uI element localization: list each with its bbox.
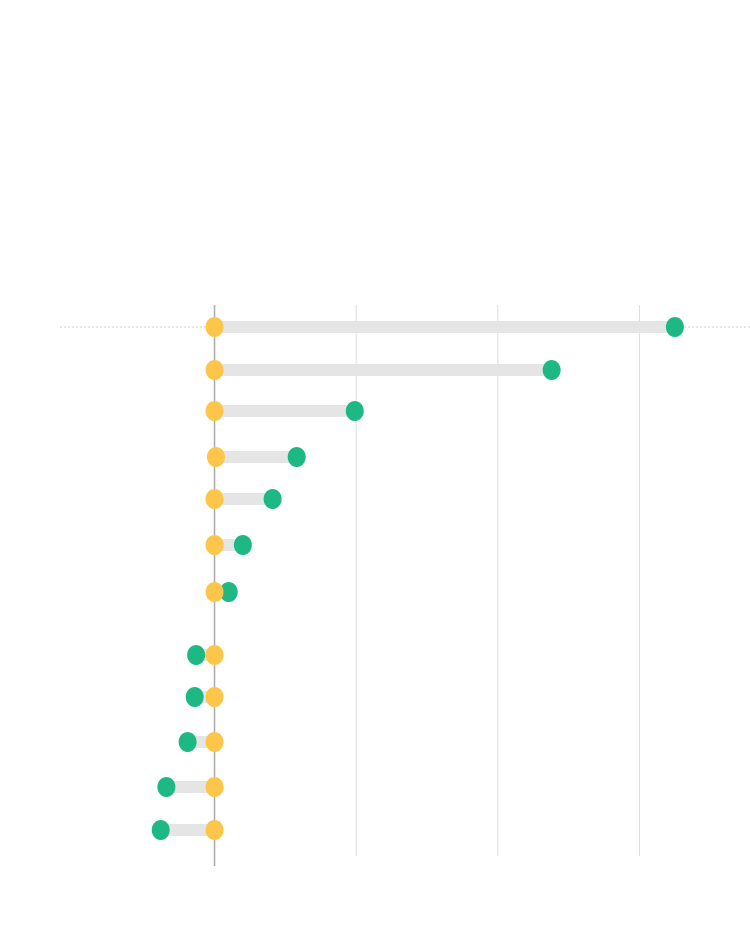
start-dot bbox=[205, 360, 224, 380]
start-dot bbox=[205, 489, 224, 509]
range-bar bbox=[166, 781, 215, 793]
gridlines bbox=[213, 305, 640, 866]
range-bar bbox=[214, 321, 675, 333]
end-dot bbox=[185, 687, 204, 707]
start-dot bbox=[205, 732, 224, 752]
range-bar bbox=[214, 364, 552, 376]
end-dot bbox=[187, 645, 206, 665]
end-dot bbox=[542, 360, 561, 380]
start-dot bbox=[205, 582, 224, 602]
end-dot bbox=[151, 820, 170, 840]
end-dot bbox=[157, 777, 176, 797]
start-dot bbox=[206, 447, 225, 467]
start-dot bbox=[205, 777, 224, 797]
end-dot bbox=[178, 732, 197, 752]
start-dot bbox=[205, 401, 224, 421]
range-bar bbox=[214, 405, 355, 417]
start-dot bbox=[205, 645, 224, 665]
end-dot bbox=[263, 489, 282, 509]
start-dot bbox=[205, 820, 224, 840]
start-dot bbox=[205, 535, 224, 555]
start-dot bbox=[205, 317, 224, 337]
range-bar bbox=[214, 493, 273, 505]
range-bars bbox=[160, 321, 675, 836]
data-dots bbox=[151, 317, 684, 840]
end-dot bbox=[345, 401, 364, 421]
end-dot bbox=[287, 447, 306, 467]
end-dot bbox=[219, 582, 238, 602]
range-bar bbox=[160, 824, 215, 836]
end-dot bbox=[665, 317, 684, 337]
start-dot bbox=[205, 687, 224, 707]
range-bar bbox=[215, 451, 297, 463]
end-dot bbox=[233, 535, 252, 555]
